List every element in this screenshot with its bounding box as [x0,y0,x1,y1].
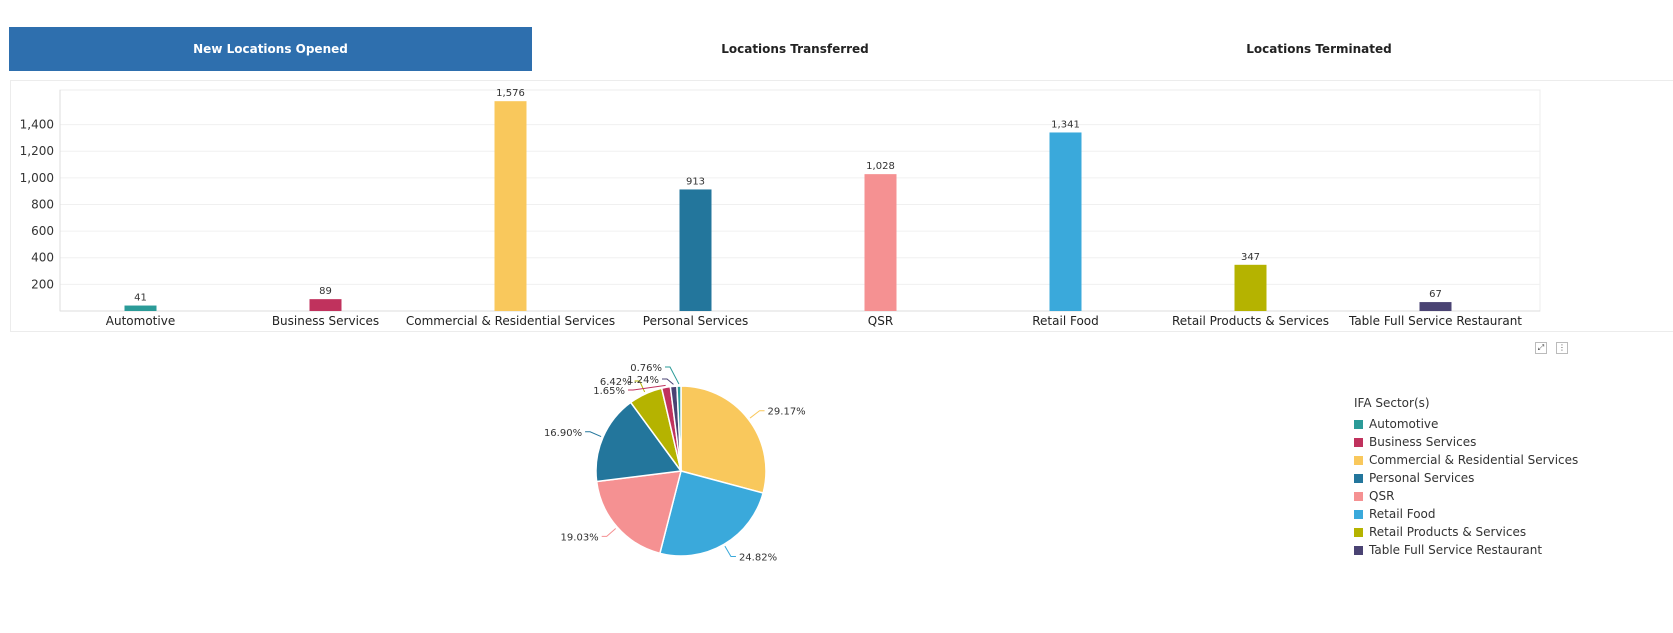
data-label: 1,341 [1051,119,1080,130]
y-tick-label: 800 [31,197,54,211]
data-label: 347 [1241,252,1260,263]
x-tick-label: Automotive [106,314,175,328]
pie-label: 24.82% [739,552,777,563]
legend-swatch [1354,419,1363,429]
data-label: 41 [134,293,147,304]
legend-swatch [1354,437,1363,447]
pie-slice [595,401,683,483]
legend-label: Automotive [1369,417,1439,431]
bar [679,189,712,311]
pie-slice [595,470,683,555]
y-tick-label: 200 [31,277,54,291]
tab-locations-terminated[interactable]: Locations Terminated [1246,42,1392,56]
legend-item[interactable]: Retail Products & Services [1354,523,1578,541]
y-tick-label: 600 [31,224,54,238]
x-tick-label: Retail Products & Services [1172,314,1329,328]
legend-label: Retail Products & Services [1369,525,1527,539]
pie-legend: IFA Sector(s) Automotive Business Service… [1354,396,1578,559]
leader-line [662,378,674,385]
y-tick-label: 1,400 [20,118,54,132]
x-tick-label: Business Services [272,314,379,328]
leader-line [724,545,736,557]
pie-slice [680,385,767,494]
bar-chart-panel [10,80,1673,332]
legend-swatch [1354,491,1363,501]
x-tick-label: Personal Services [643,314,748,328]
pie-label: 1.65% [593,386,625,397]
bar [1234,264,1267,311]
legend-item[interactable]: QSR [1354,487,1578,505]
leader-line [749,410,765,419]
legend-swatch [1354,473,1363,483]
bar [1419,302,1452,311]
bar [1049,132,1082,311]
data-label: 89 [319,286,332,297]
y-tick-label: 1,200 [20,144,54,158]
pie-label: 16.90% [544,428,582,439]
legend-label: Business Services [1369,435,1477,449]
more-vertical-icon[interactable]: ⋮ [1556,342,1568,354]
pie-slice [658,470,765,557]
data-label: 1,576 [496,88,525,99]
bar [309,299,342,311]
legend-swatch [1354,455,1363,465]
pie-label: 0.76% [630,363,662,374]
legend-label: Personal Services [1369,471,1475,485]
legend-item[interactable]: Business Services [1354,433,1578,451]
legend-swatch [1354,509,1363,519]
bar [864,174,897,311]
legend-label: Table Full Service Restaurant [1369,543,1543,557]
legend-item[interactable]: Table Full Service Restaurant [1354,541,1578,559]
data-label: 913 [686,176,705,187]
y-tick-label: 400 [31,251,54,265]
bar [124,305,157,311]
leader-line [665,366,680,385]
legend-label: Commercial & Residential Services [1369,453,1579,467]
legend-label: Retail Food [1369,507,1436,521]
legend-swatch [1354,545,1363,555]
leader-line [628,384,666,391]
data-label: 1,028 [866,161,895,172]
x-tick-label: Table Full Service Restaurant [1348,314,1522,328]
x-tick-label: Retail Food [1032,314,1099,328]
x-tick-label: Commercial & Residential Services [406,314,615,328]
tab-locations-transferred[interactable]: Locations Transferred [721,42,869,56]
expand-icon[interactable]: ⤢ [1535,342,1547,354]
legend-item[interactable]: Retail Food [1354,505,1578,523]
x-tick-label: QSR [868,314,893,328]
leader-line [585,431,602,438]
legend-title: IFA Sector(s) [1354,396,1430,410]
leader-line [601,528,617,537]
legend-item[interactable]: Commercial & Residential Services [1354,451,1578,469]
bar [494,101,527,311]
pie-slice [676,385,682,472]
legend-item[interactable]: Personal Services [1354,469,1578,487]
tab-new-locations-opened[interactable]: New Locations Opened [9,27,532,71]
legend-label: QSR [1369,489,1395,503]
pie-label: 6.42% [600,377,632,388]
legend-swatch [1354,527,1363,537]
data-label: 67 [1429,289,1442,300]
legend-item[interactable]: Automotive [1354,415,1578,433]
pie-label: 19.03% [561,532,599,543]
pie-label: 29.17% [768,407,806,418]
pie-label: 1.24% [627,375,659,386]
y-tick-label: 1,000 [20,171,54,185]
